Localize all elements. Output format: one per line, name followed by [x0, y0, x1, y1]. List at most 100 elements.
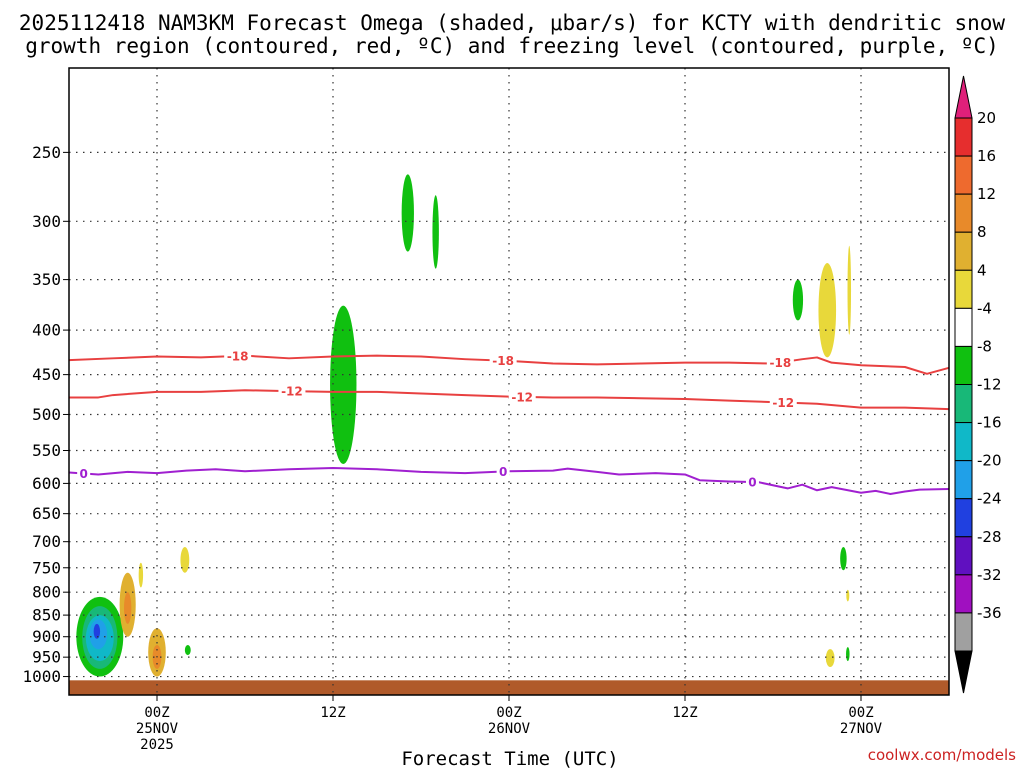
- omega-region-4: [93, 623, 101, 639]
- colorbar-segment-9: [954, 460, 973, 500]
- omega-region-18: [840, 547, 847, 571]
- colorbar-segment-10: [954, 498, 973, 538]
- omega-region-20: [825, 649, 835, 667]
- colorbar-label-11: -28: [977, 528, 1002, 546]
- contour-label-bg-1-0: [278, 384, 306, 399]
- x-tick-label-4-1: 27NOV: [840, 721, 883, 737]
- colorbar-segment-3: [954, 231, 973, 271]
- colorbar-label-1: 16: [977, 147, 996, 165]
- y-tick-label-400: 400: [32, 321, 61, 340]
- contour-label-1-1: -12: [511, 390, 533, 404]
- terrain-layer: [69, 680, 949, 695]
- x-tick-label-4-0: 00Z: [848, 705, 873, 721]
- y-tick-label-300: 300: [32, 212, 61, 231]
- omega-region-7: [138, 562, 144, 588]
- y-tick-label-700: 700: [32, 532, 61, 551]
- colorbar-segment-4: [954, 269, 973, 309]
- colorbar-label-0: 20: [977, 109, 996, 127]
- colorbar-segment-5: [954, 307, 973, 347]
- colorbar-label-8: -16: [977, 414, 1002, 432]
- contour-label-2-0: 0: [79, 467, 87, 481]
- y-tick-label-800: 800: [32, 583, 61, 602]
- omega-region-13: [401, 174, 414, 252]
- colorbar-label-4: 4: [977, 261, 987, 279]
- omega-shading-layer: [76, 174, 852, 677]
- colorbar-label-3: 8: [977, 223, 987, 241]
- x-tick-label-2-0: 00Z: [496, 705, 521, 721]
- omega-region-14: [432, 195, 439, 269]
- y-tick-label-650: 650: [32, 504, 61, 523]
- omega-region-6: [124, 592, 132, 624]
- y-tick-label-350: 350: [32, 270, 61, 289]
- omega-region-11: [184, 645, 191, 656]
- x-tick-label-0-0: 00Z: [144, 705, 169, 721]
- colorbar-segment-0: [954, 117, 973, 157]
- y-axis: 250 300 350 400 450 500 550 600 650 700 750 800 850 9…: [22, 143, 69, 686]
- contour-label-bg-2-2: [745, 475, 759, 490]
- y-tick-label-250: 250: [32, 143, 61, 162]
- y-tick-label-850: 850: [32, 606, 61, 625]
- credit-text: coolwx.com/models: [868, 746, 1016, 764]
- contour-label-0-0: -18: [227, 349, 249, 363]
- x-tick-label-2-1: 26NOV: [488, 721, 531, 737]
- colorbar-segment-7: [954, 384, 973, 424]
- y-tick-label-600: 600: [32, 474, 61, 493]
- y-tick-label-900: 900: [32, 627, 61, 646]
- colorbar-segment-6: [954, 345, 973, 385]
- colorbar-label-7: -12: [977, 376, 1002, 394]
- omega-region-16: [818, 263, 837, 358]
- colorbar-label-5: -4: [977, 299, 992, 317]
- contour-label-bg-1-1: [508, 389, 536, 404]
- contour-label-bg-0-1: [489, 353, 517, 368]
- omega-region-19: [846, 589, 850, 602]
- omega-region-10: [180, 547, 190, 573]
- x-tick-label-0-2: 2025: [140, 737, 174, 753]
- colorbar-segment-13: [954, 612, 973, 652]
- contour-label-bg-2-1: [496, 464, 510, 479]
- contour-layer: -18 -18 -18 -12 -12 -12 0 0 0: [68, 348, 950, 495]
- colorbar-segment-1: [954, 155, 973, 195]
- colorbar-segment-2: [954, 193, 973, 233]
- y-tick-label-1000: 1000: [22, 667, 61, 686]
- contour-label-1-0: -12: [281, 385, 303, 399]
- contour-label-0-1: -18: [492, 354, 514, 368]
- contour-2: [68, 466, 950, 495]
- colorbar-label-12: -32: [977, 566, 1002, 584]
- y-tick-label-450: 450: [32, 365, 61, 384]
- x-tick-label-3-0: 12Z: [672, 705, 697, 721]
- colorbar-segment-11: [954, 536, 973, 576]
- y-tick-label-550: 550: [32, 441, 61, 460]
- contour-label-0-2: -18: [769, 356, 791, 370]
- terrain-band: [69, 680, 949, 695]
- colorbar-label-13: -36: [977, 604, 1002, 622]
- contour-label-1-2: -12: [772, 396, 794, 410]
- contour-label-2-1: 0: [499, 465, 507, 479]
- grid-layer: [69, 68, 949, 695]
- colorbar-label-9: -20: [977, 452, 1002, 470]
- colorbar-bottom-arrow: [954, 650, 973, 694]
- omega-region-15: [792, 279, 804, 321]
- colorbar-label-2: 12: [977, 185, 996, 203]
- x-tick-label-1-0: 12Z: [320, 705, 345, 721]
- omega-region-17: [847, 245, 852, 335]
- y-tick-label-500: 500: [32, 405, 61, 424]
- x-axis-label: Forecast Time (UTC): [401, 748, 618, 768]
- chart-title-line2: growth region (contoured, red, ºC) and f…: [25, 34, 999, 58]
- omega-region-12: [330, 305, 357, 465]
- contour-label-bg-1-2: [769, 395, 797, 410]
- y-tick-label-750: 750: [32, 558, 61, 577]
- colorbar-label-6: -8: [977, 337, 992, 355]
- colorbar-segment-12: [954, 574, 973, 614]
- colorbar: 20 16 12 8 4 -4 -8 -12 -16 -20 -24 -28 -32 -36: [954, 75, 1002, 694]
- contour-label-2-2: 0: [748, 476, 756, 490]
- contour-label-bg-2-0: [77, 466, 91, 481]
- colorbar-segment-8: [954, 422, 973, 462]
- contour-label-bg-0-2: [766, 355, 794, 370]
- omega-region-21: [846, 647, 850, 662]
- chart-title-line1: 2025112418 NAM3KM Forecast Omega (shaded…: [19, 11, 1006, 35]
- y-tick-label-950: 950: [32, 648, 61, 667]
- x-tick-label-0-1: 25NOV: [136, 721, 179, 737]
- contour-label-bg-0-0: [224, 348, 252, 363]
